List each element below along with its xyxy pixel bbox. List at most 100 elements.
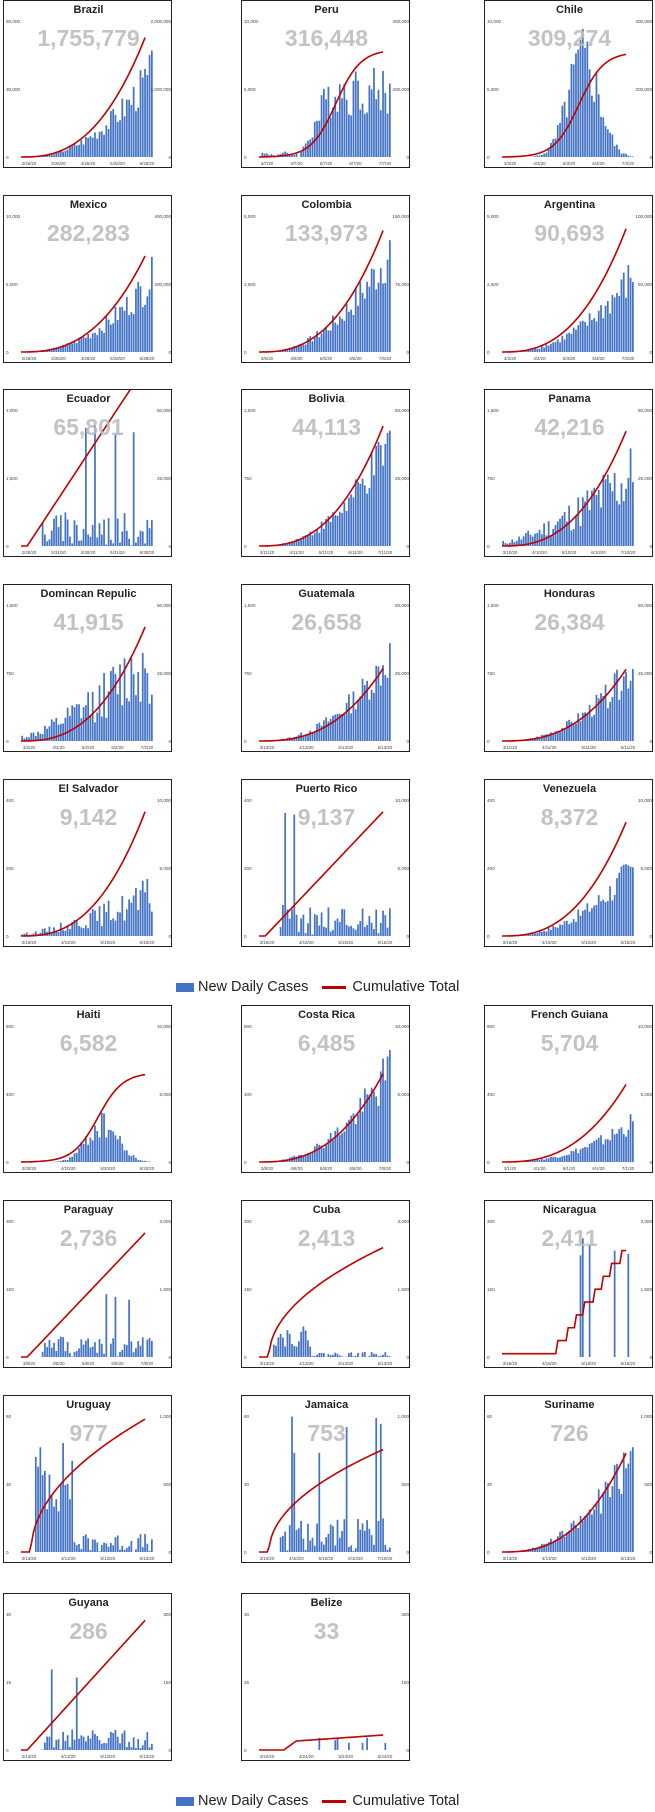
daily-case-bar xyxy=(85,925,87,936)
daily-case-bar xyxy=(123,1344,126,1357)
daily-case-bar xyxy=(357,924,359,936)
daily-case-bar xyxy=(284,543,287,546)
cumulative-line xyxy=(20,1073,146,1163)
daily-case-bar xyxy=(386,1355,389,1357)
x-axis-tick-label: 6/10/20 xyxy=(591,550,606,555)
daily-case-bar xyxy=(556,521,559,546)
x-axis-tick-label: 5/13/20 xyxy=(581,1556,596,1561)
daily-case-bar xyxy=(313,731,316,741)
daily-case-bar xyxy=(620,1493,623,1552)
right-axis-tick-label: 25,000 xyxy=(395,476,409,481)
daily-case-bar xyxy=(73,1153,76,1162)
daily-case-bar xyxy=(581,712,584,741)
cumulative-line xyxy=(259,425,384,547)
daily-case-bar xyxy=(568,1154,570,1162)
daily-case-bar xyxy=(318,1737,321,1750)
daily-case-bar xyxy=(361,1111,364,1162)
daily-case-bar xyxy=(75,343,78,352)
daily-case-bar xyxy=(327,330,330,352)
x-axis-tick-label: 6/6/20 xyxy=(349,356,362,361)
daily-case-bar xyxy=(620,153,623,157)
daily-case-bar xyxy=(316,331,318,352)
x-axis-tick-label: 7/10/20 xyxy=(378,1556,393,1561)
daily-case-bar xyxy=(89,913,92,936)
daily-case-bar xyxy=(550,535,552,546)
daily-case-bar xyxy=(327,1533,330,1552)
daily-case-bar xyxy=(34,931,37,936)
x-axis-tick-label: 6/7/20 xyxy=(349,161,362,166)
daily-case-bar xyxy=(540,1158,543,1162)
left-axis-tick-label: 1,500 xyxy=(244,408,256,413)
x-axis-tick-label: 2/28/20 xyxy=(22,356,37,361)
chart-title: Argentina xyxy=(544,199,596,211)
daily-case-bar xyxy=(57,151,60,157)
daily-case-bar xyxy=(377,666,380,741)
daily-case-bar xyxy=(73,1542,76,1552)
x-axis-tick-label: 3/13/20 xyxy=(260,1361,275,1366)
daily-case-bar xyxy=(307,337,309,352)
daily-case-bar xyxy=(595,1139,598,1162)
daily-case-bar xyxy=(116,1736,119,1750)
daily-case-bar xyxy=(307,140,309,157)
daily-case-bar xyxy=(350,713,353,741)
chart-panel-brazil: Brazil 1,755,779 60,000 30,000 0 2,000,000 1,0… xyxy=(3,0,172,168)
chart-title: Belize xyxy=(311,1597,343,1609)
left-axis-tick-label: 60 xyxy=(487,1414,493,1419)
daily-case-bar xyxy=(78,337,80,352)
daily-case-bar xyxy=(540,1543,543,1552)
left-axis-tick-label: 750 xyxy=(6,671,14,676)
daily-case-bar xyxy=(354,1548,357,1552)
daily-case-bar xyxy=(375,909,378,936)
daily-case-bar xyxy=(66,149,69,157)
daily-case-bar xyxy=(75,1152,78,1162)
daily-case-bar xyxy=(366,1737,368,1750)
daily-case-bar xyxy=(320,521,323,546)
cumulative-line xyxy=(259,1073,384,1163)
daily-case-bar xyxy=(137,536,140,546)
daily-case-bar xyxy=(325,99,327,157)
x-axis-tick-label: 6/11/20 xyxy=(621,745,636,750)
total-cases-number: 316,448 xyxy=(285,25,368,51)
daily-case-bar xyxy=(568,332,570,352)
daily-case-bar xyxy=(345,510,348,546)
daily-case-bar xyxy=(89,1738,92,1750)
daily-case-bar xyxy=(323,1544,325,1552)
cumulative-line xyxy=(259,230,384,353)
daily-case-bar xyxy=(105,1294,108,1357)
daily-case-bar xyxy=(332,715,334,741)
daily-case-bar xyxy=(137,1341,140,1357)
daily-case-bar xyxy=(343,1519,346,1552)
daily-case-bar xyxy=(85,1534,87,1552)
daily-case-bar xyxy=(112,1733,115,1750)
daily-case-bar xyxy=(75,1545,78,1552)
daily-case-bar xyxy=(329,718,332,741)
daily-case-bar xyxy=(382,1354,384,1357)
daily-case-bar xyxy=(300,1331,302,1357)
daily-case-bar xyxy=(609,1140,611,1162)
daily-case-bar xyxy=(379,445,382,546)
daily-case-bar xyxy=(323,1148,325,1162)
daily-case-bar xyxy=(130,1156,133,1162)
daily-case-bar xyxy=(110,670,112,741)
daily-case-bar xyxy=(561,727,564,741)
daily-case-bar xyxy=(334,322,337,352)
total-cases-number: 1,755,779 xyxy=(37,25,139,51)
daily-case-bar xyxy=(584,909,586,936)
daily-case-bar xyxy=(527,350,530,352)
daily-case-bar xyxy=(611,1486,614,1552)
daily-case-bar xyxy=(595,1503,598,1552)
daily-case-bar xyxy=(71,1156,74,1162)
daily-case-bar xyxy=(137,1739,140,1750)
daily-case-bar xyxy=(125,530,128,546)
right-axis-tick-label: 10,000 xyxy=(638,1024,652,1029)
daily-case-bar xyxy=(600,116,602,157)
daily-case-bar xyxy=(114,434,117,546)
daily-case-bar xyxy=(570,530,573,546)
daily-case-bar xyxy=(581,910,584,936)
daily-case-bar xyxy=(588,1143,591,1162)
daily-case-bar xyxy=(146,75,149,157)
legend-bottom: New Daily Cases Cumulative Total xyxy=(0,1791,655,1811)
daily-case-bar xyxy=(66,925,69,936)
chart-title: Nicaragua xyxy=(543,1204,597,1216)
